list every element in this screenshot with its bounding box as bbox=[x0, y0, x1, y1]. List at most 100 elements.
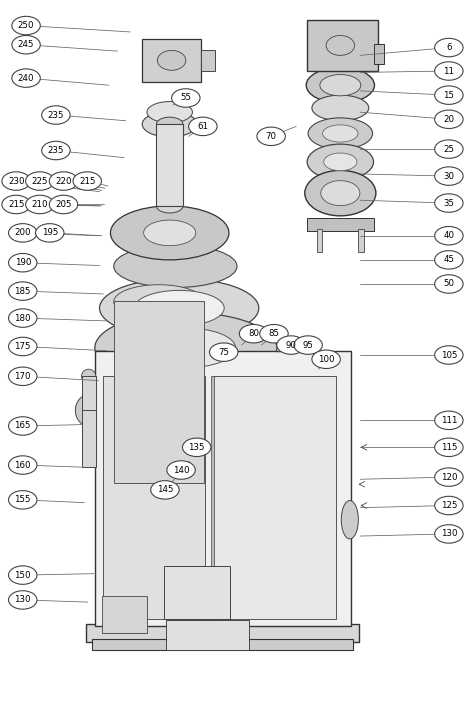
Ellipse shape bbox=[435, 226, 463, 245]
Ellipse shape bbox=[435, 411, 463, 430]
Ellipse shape bbox=[435, 438, 463, 457]
Text: 55: 55 bbox=[180, 94, 191, 102]
Text: 80: 80 bbox=[248, 329, 259, 338]
Bar bbox=[82, 409, 96, 467]
Text: 175: 175 bbox=[15, 342, 31, 351]
Ellipse shape bbox=[9, 591, 37, 609]
Ellipse shape bbox=[42, 141, 70, 160]
Bar bbox=[156, 124, 183, 206]
Text: 45: 45 bbox=[443, 256, 455, 264]
Text: 6: 6 bbox=[446, 43, 452, 52]
Ellipse shape bbox=[435, 140, 463, 158]
Ellipse shape bbox=[182, 438, 211, 457]
Text: 70: 70 bbox=[265, 132, 277, 141]
Text: 205: 205 bbox=[55, 200, 72, 209]
Text: 115: 115 bbox=[441, 443, 457, 452]
Ellipse shape bbox=[435, 38, 463, 57]
Text: 35: 35 bbox=[443, 199, 455, 207]
Ellipse shape bbox=[49, 195, 78, 214]
Text: 220: 220 bbox=[55, 177, 72, 185]
Ellipse shape bbox=[9, 337, 37, 356]
Text: 135: 135 bbox=[189, 443, 205, 452]
Bar bbox=[211, 376, 214, 619]
Bar bbox=[166, 620, 249, 650]
Bar bbox=[307, 218, 374, 231]
Bar bbox=[142, 39, 201, 82]
Bar bbox=[317, 229, 322, 252]
Text: 190: 190 bbox=[15, 258, 31, 267]
Ellipse shape bbox=[42, 106, 70, 124]
Ellipse shape bbox=[435, 194, 463, 212]
Ellipse shape bbox=[75, 395, 102, 426]
Text: 245: 245 bbox=[18, 40, 34, 49]
Ellipse shape bbox=[9, 282, 37, 300]
Text: 40: 40 bbox=[443, 231, 455, 240]
Text: 11: 11 bbox=[443, 67, 455, 75]
Bar bbox=[95, 351, 351, 626]
Text: 20: 20 bbox=[443, 115, 455, 124]
Text: 195: 195 bbox=[42, 229, 58, 237]
Ellipse shape bbox=[95, 312, 277, 383]
Text: 125: 125 bbox=[441, 501, 457, 510]
Text: 160: 160 bbox=[15, 461, 31, 469]
Text: 155: 155 bbox=[15, 496, 31, 504]
Ellipse shape bbox=[210, 343, 238, 361]
Ellipse shape bbox=[189, 117, 217, 136]
Ellipse shape bbox=[435, 346, 463, 364]
Ellipse shape bbox=[73, 172, 101, 190]
Text: 185: 185 bbox=[15, 287, 31, 295]
Ellipse shape bbox=[167, 461, 195, 479]
Ellipse shape bbox=[157, 50, 186, 70]
Ellipse shape bbox=[326, 36, 355, 55]
Text: 120: 120 bbox=[441, 473, 457, 481]
Ellipse shape bbox=[12, 69, 40, 87]
Ellipse shape bbox=[100, 278, 259, 338]
Text: 95: 95 bbox=[303, 341, 313, 349]
Bar bbox=[86, 624, 359, 642]
Text: 180: 180 bbox=[15, 314, 31, 322]
Text: 130: 130 bbox=[441, 530, 457, 538]
Ellipse shape bbox=[314, 27, 366, 64]
Text: 30: 30 bbox=[443, 172, 455, 180]
Ellipse shape bbox=[156, 199, 183, 213]
Bar bbox=[213, 376, 336, 619]
Ellipse shape bbox=[142, 111, 197, 137]
Text: 235: 235 bbox=[48, 146, 64, 155]
Bar bbox=[358, 229, 364, 252]
Ellipse shape bbox=[435, 167, 463, 185]
Text: 140: 140 bbox=[173, 466, 189, 474]
Ellipse shape bbox=[308, 118, 373, 149]
Ellipse shape bbox=[9, 309, 37, 327]
Ellipse shape bbox=[144, 220, 196, 246]
Text: 85: 85 bbox=[268, 329, 280, 338]
Bar bbox=[102, 596, 147, 633]
Text: 215: 215 bbox=[8, 200, 24, 209]
Ellipse shape bbox=[156, 117, 183, 131]
Ellipse shape bbox=[257, 127, 285, 146]
Ellipse shape bbox=[435, 468, 463, 486]
Bar bbox=[201, 50, 215, 71]
Ellipse shape bbox=[9, 566, 37, 584]
Ellipse shape bbox=[114, 285, 204, 319]
Ellipse shape bbox=[435, 496, 463, 515]
Ellipse shape bbox=[323, 125, 358, 142]
Ellipse shape bbox=[341, 501, 358, 539]
Ellipse shape bbox=[136, 328, 236, 368]
Text: 235: 235 bbox=[48, 111, 64, 119]
Bar bbox=[374, 44, 384, 64]
Ellipse shape bbox=[49, 172, 78, 190]
Text: 111: 111 bbox=[441, 416, 457, 425]
Bar bbox=[164, 566, 230, 619]
Text: 170: 170 bbox=[15, 372, 31, 381]
Text: 240: 240 bbox=[18, 74, 34, 82]
Ellipse shape bbox=[305, 170, 376, 216]
Bar bbox=[92, 639, 353, 650]
Ellipse shape bbox=[2, 172, 30, 190]
Text: 145: 145 bbox=[157, 486, 173, 494]
Ellipse shape bbox=[2, 195, 30, 214]
Text: 130: 130 bbox=[15, 596, 31, 604]
Ellipse shape bbox=[9, 224, 37, 242]
Ellipse shape bbox=[9, 417, 37, 435]
Ellipse shape bbox=[294, 336, 322, 354]
Ellipse shape bbox=[312, 95, 369, 121]
